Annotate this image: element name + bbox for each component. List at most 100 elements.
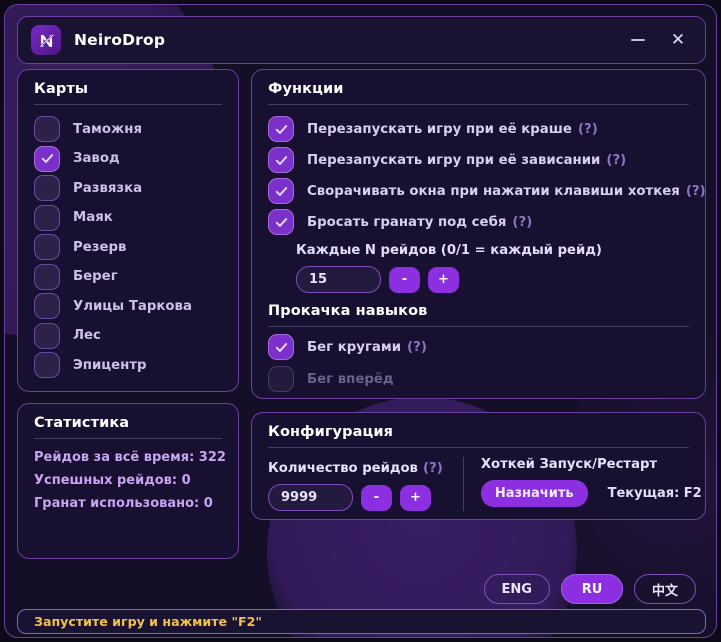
nraids-label: Каждые N рейдов (0/1 = каждый рейд) [296,243,602,258]
app-title: NeiroDrop [74,31,166,49]
assign-hotkey-button[interactable]: Назначить [480,480,588,507]
function-label-1: Перезапускать игру при её зависании [307,152,601,168]
check-icon [41,154,53,163]
map-label-7: Лес [73,328,101,343]
close-button[interactable]: ✕ [661,25,695,55]
map-label-4: Резерв [73,239,127,255]
map-row-5[interactable]: Берег [34,263,192,290]
skills-divider [268,326,689,327]
language-button-ru[interactable]: RU [560,574,623,604]
raid-count-input[interactable] [268,484,353,511]
nraids-input[interactable] [296,266,381,293]
nraids-stepper: - + [296,266,602,293]
configuration-panel-divider [268,447,689,448]
skill-help-icon-0[interactable]: (?) [407,339,427,355]
minimize-button[interactable] [621,25,655,55]
skills-section-header: Прокачка навыков [252,292,705,327]
function-label-3: Бросать гранату под себя [307,214,507,230]
raid-count-group: Количество рейдов (?) - + [268,457,443,511]
language-button-eng[interactable]: ENG [483,574,550,604]
check-icon [275,124,287,134]
map-checkbox-4[interactable] [34,234,60,260]
map-row-7[interactable]: Лес [34,322,192,349]
nraids-plus-button[interactable]: + [428,266,459,293]
functions-list: Перезапускать игру при её краше (?) Переза… [268,116,706,235]
map-row-4[interactable]: Резерв [34,234,192,260]
skill-label-1: Бег вперёд [307,371,394,387]
map-row-6[interactable]: Улицы Таркова [34,293,192,319]
configuration-separator [462,457,464,511]
raid-count-stepper: - + [268,484,443,511]
map-row-3[interactable]: Маяк [34,204,192,231]
map-checkbox-8[interactable] [34,352,60,378]
check-icon [275,342,287,352]
raid-count-label-row: Количество рейдов (?) [268,457,443,476]
current-hotkey-label: Текущая: F2 [607,486,702,501]
configuration-body: Количество рейдов (?) - + Хоткей Запуск/… [268,457,702,511]
raid-count-label: Количество рейдов [268,461,418,476]
function-checkbox-3[interactable] [268,209,294,235]
map-row-8[interactable]: Эпицентр [34,352,192,378]
function-row-1[interactable]: Перезапускать игру при её зависании (?) [268,147,706,173]
function-label-0: Перезапускать игру при её краше [307,121,572,137]
language-button-中文[interactable]: 中文 [633,574,696,604]
check-icon [275,217,287,227]
skill-row-1: Бег вперёд [268,366,427,392]
skills-title: Прокачка навыков [268,303,428,319]
app-window: NeiroDrop ✕ Карты Таможня Завод Развязка Ма… [4,4,717,638]
statistics-lines: Рейдов за всё время: 322 Успешных рейдов:… [34,450,226,511]
function-help-icon-0[interactable]: (?) [577,121,598,137]
map-label-3: Маяк [73,210,113,225]
skill-checkbox-0[interactable] [268,334,294,360]
map-row-0[interactable]: Таможня [34,116,192,142]
skill-label-0: Бег кругами [307,339,402,355]
function-help-icon-3[interactable]: (?) [512,214,533,230]
statistics-panel: Статистика Рейдов за всё время: 322 Успеш… [17,403,239,559]
status-bar: Запустите игру и нажмите "F2" [17,609,706,634]
function-checkbox-0[interactable] [268,116,294,142]
app-logo-icon [31,25,61,55]
check-icon [275,155,287,165]
maps-panel-divider [34,104,222,105]
check-icon [275,186,287,196]
map-label-8: Эпицентр [73,357,147,373]
statistics-panel-title: Статистика [34,415,130,431]
function-checkbox-1[interactable] [268,147,294,173]
close-icon: ✕ [670,29,686,50]
raid-count-plus-button[interactable]: + [400,484,431,511]
function-help-icon-2[interactable]: (?) [685,183,706,199]
configuration-panel: Конфигурация Количество рейдов (?) - + Х… [251,412,706,520]
function-row-0[interactable]: Перезапускать игру при её краше (?) [268,116,706,142]
map-label-1: Завод [73,151,120,166]
skill-row-0[interactable]: Бег кругами (?) [268,334,427,360]
map-checkbox-0[interactable] [34,116,60,142]
hotkey-group: Хоткей Запуск/Рестарт Назначить Текущая:… [480,457,702,507]
raid-count-help-icon[interactable]: (?) [422,461,443,476]
map-checkbox-7[interactable] [34,322,60,349]
map-checkbox-2[interactable] [34,175,60,201]
configuration-panel-title: Конфигурация [268,424,393,440]
function-help-icon-1[interactable]: (?) [606,152,627,168]
map-checkbox-1[interactable] [34,145,60,172]
function-checkbox-2[interactable] [268,178,294,204]
raid-count-minus-button[interactable]: - [361,484,392,511]
map-checkbox-3[interactable] [34,204,60,231]
statistic-line-1: Успешных рейдов: 0 [34,473,191,488]
functions-panel: Функции Перезапускать игру при её краше (… [251,69,706,399]
function-row-2[interactable]: Сворачивать окна при нажатии клавиши хот… [268,178,706,204]
map-row-1[interactable]: Завод [34,145,192,172]
language-switcher: ENG RU 中文 [483,574,696,604]
hotkey-label: Хоткей Запуск/Рестарт [480,457,658,472]
map-label-0: Таможня [73,121,143,137]
function-row-3[interactable]: Бросать гранату под себя (?) [268,209,706,235]
map-row-2[interactable]: Развязка [34,175,192,201]
map-checkbox-5[interactable] [34,263,60,290]
nraids-group: Каждые N рейдов (0/1 = каждый рейд) - + [296,243,602,293]
map-checkbox-6[interactable] [34,293,60,319]
skills-list: Бег кругами (?) Бег вперёд [268,334,427,392]
map-label-6: Улицы Таркова [73,298,192,314]
function-label-2: Сворачивать окна при нажатии клавиши хот… [307,183,680,199]
map-label-2: Развязка [73,180,143,196]
nraids-minus-button[interactable]: - [389,266,420,293]
hotkey-row: Назначить Текущая: F2 [480,480,702,507]
